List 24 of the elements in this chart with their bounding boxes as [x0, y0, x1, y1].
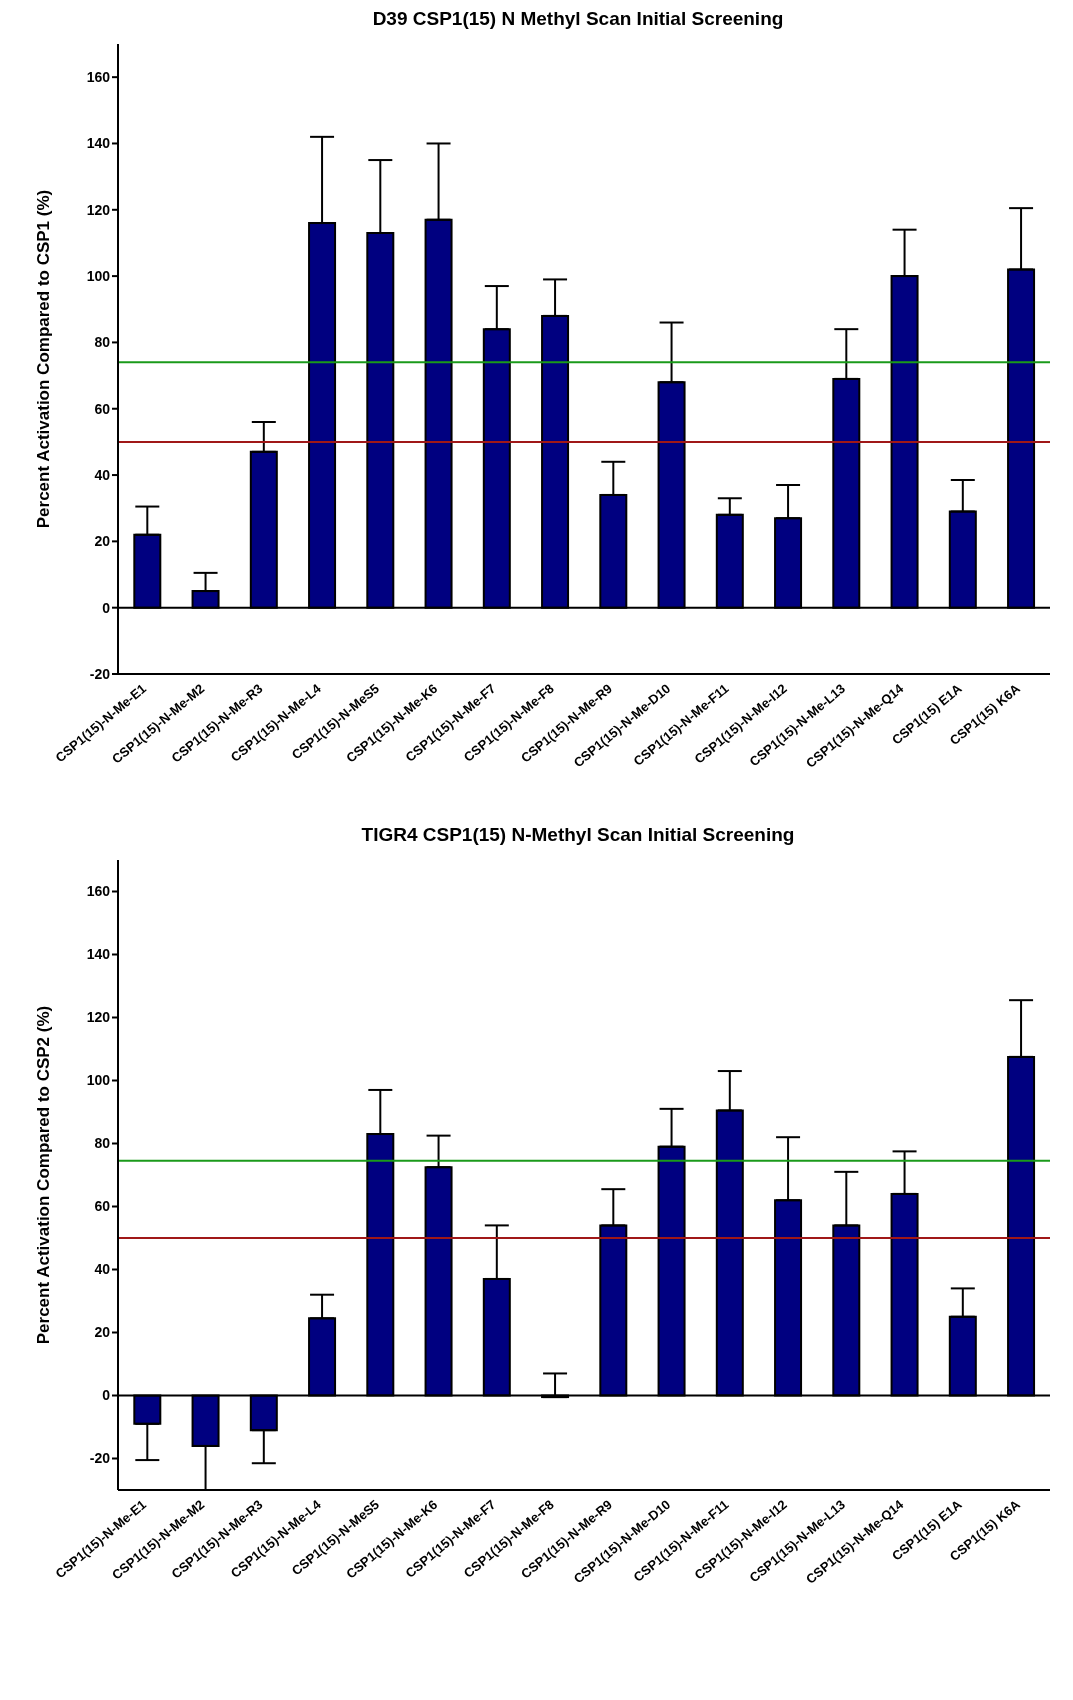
- y-tick-label: 100: [86, 268, 111, 285]
- y-tick-label: 20: [94, 533, 111, 550]
- y-tick-label: 40: [94, 467, 111, 484]
- y-tick-label: -20: [89, 1450, 111, 1467]
- y-tick-label: 120: [86, 201, 111, 218]
- y-axis-title: Percent Activation Compared to CSP1 (%): [34, 189, 54, 529]
- y-axis-title: Percent Activation Compared to CSP2 (%): [34, 1005, 54, 1345]
- y-tick-label: 80: [94, 1135, 111, 1152]
- chart-title: TIGR4 CSP1(15) N-Methyl Scan Initial Screening: [360, 824, 796, 846]
- y-tick-label: 40: [94, 1261, 111, 1278]
- y-tick-label: 140: [86, 946, 111, 963]
- y-tick-label: 0: [102, 599, 111, 616]
- y-tick-label: 140: [86, 135, 111, 152]
- y-tick-label: 20: [94, 1324, 111, 1341]
- y-tick-label: 160: [86, 883, 111, 900]
- y-tick-label: 80: [94, 334, 111, 351]
- chart-title: D39 CSP1(15) N Methyl Scan Initial Screening: [371, 8, 785, 30]
- y-tick-label: 120: [86, 1009, 111, 1026]
- y-tick-label: -20: [89, 665, 111, 682]
- y-tick-label: 160: [86, 69, 111, 86]
- y-tick-label: 60: [94, 1198, 111, 1215]
- y-tick-label: 60: [94, 400, 111, 417]
- y-tick-label: 100: [86, 1072, 111, 1089]
- y-tick-label: 0: [102, 1387, 111, 1404]
